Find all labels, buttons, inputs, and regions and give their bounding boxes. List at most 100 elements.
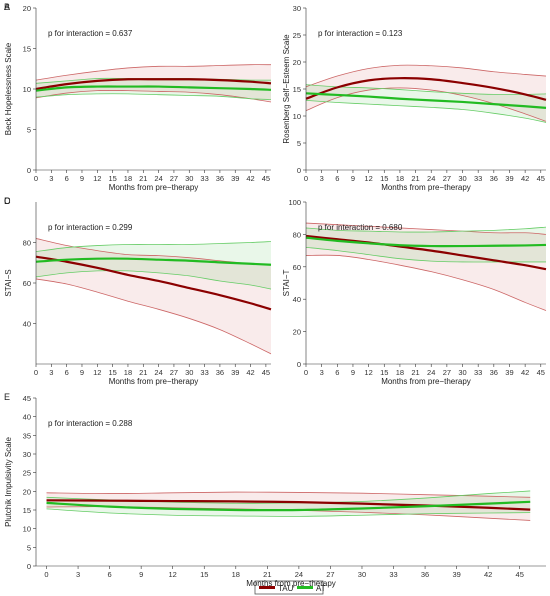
x-tick-label: 33	[389, 570, 397, 579]
x-tick-label: 18	[232, 570, 240, 579]
y-tick-label: 20	[293, 328, 301, 337]
legend: TAU AT	[254, 580, 326, 595]
ci-upper-tau	[305, 64, 547, 88]
x-tick-label: 39	[505, 174, 513, 183]
ci-band-at	[306, 227, 546, 262]
x-tick-label: 15	[108, 174, 116, 183]
y-tick-label: 35	[23, 431, 31, 440]
x-tick-label: 24	[295, 570, 303, 579]
p-interaction-label: p for interaction = 0.299	[48, 223, 133, 232]
x-tick-label: 24	[154, 174, 162, 183]
x-tick-label: 18	[396, 174, 404, 183]
x-tick-label: 39	[505, 368, 513, 377]
panel-letter: B	[4, 2, 10, 12]
x-tick-label: 27	[443, 368, 451, 377]
legend-box	[254, 580, 324, 595]
y-tick-label: 60	[293, 263, 301, 272]
x-tick-label: 36	[490, 368, 498, 377]
y-tick-label: 15	[23, 45, 31, 54]
y-axis-title: Beck Hopelessness Scale	[4, 42, 13, 135]
x-tick-label: 36	[421, 570, 429, 579]
y-tick-label: 20	[23, 4, 31, 13]
x-tick-label: 33	[200, 368, 208, 377]
series-line-tau	[35, 255, 272, 311]
x-tick-label: 9	[139, 570, 143, 579]
ci-lower-tau	[305, 254, 547, 311]
y-tick-label: 5	[27, 126, 31, 135]
y-tick-label: 0	[297, 166, 301, 175]
y-tick-label: 25	[23, 469, 31, 478]
x-tick-label: 0	[34, 174, 38, 183]
legend-at-label: AT	[316, 584, 326, 593]
ci-lower-at	[35, 93, 272, 100]
p-interaction-label: p for interaction = 0.680	[318, 223, 403, 232]
x-tick-label: 21	[263, 570, 271, 579]
x-tick-label: 12	[93, 368, 101, 377]
x-tick-label: 21	[139, 368, 147, 377]
series-line-at	[305, 236, 547, 248]
x-tick-label: 6	[108, 570, 112, 579]
series-line-tau	[305, 234, 547, 271]
x-tick-label: 42	[484, 570, 492, 579]
series-line-tau	[46, 499, 531, 511]
x-axis-title: Months from pre−therapy	[381, 183, 471, 192]
x-tick-label: 30	[458, 368, 466, 377]
x-tick-label: 27	[443, 174, 451, 183]
ci-lower-tau	[35, 90, 272, 103]
y-tick-label: 40	[23, 320, 31, 329]
ci-band-at	[306, 84, 546, 123]
x-tick-label: 36	[216, 368, 224, 377]
legend-tau-label: TAU	[278, 584, 294, 593]
x-tick-label: 3	[76, 570, 80, 579]
y-tick-label: 10	[23, 525, 31, 534]
x-tick-label: 45	[537, 174, 545, 183]
ci-band-tau	[306, 65, 546, 122]
x-tick-label: 36	[490, 174, 498, 183]
x-axis-title: Months from pre−therapy	[246, 579, 336, 588]
y-tick-label: 15	[23, 506, 31, 515]
y-tick-label: 80	[23, 239, 31, 248]
ci-lower-at	[305, 99, 547, 123]
y-axis-title: Plutchik Impulsivity Scale	[4, 437, 13, 527]
x-tick-label: 39	[231, 368, 239, 377]
y-tick-label: 40	[23, 413, 31, 422]
x-tick-label: 42	[246, 174, 254, 183]
x-tick-label: 6	[65, 174, 69, 183]
y-tick-label: 0	[297, 360, 301, 369]
x-tick-label: 27	[326, 570, 334, 579]
x-tick-label: 15	[380, 368, 388, 377]
p-interaction-label: p for interaction = 0.123	[318, 29, 403, 38]
x-tick-label: 36	[216, 174, 224, 183]
y-tick-label: 10	[293, 112, 301, 121]
x-tick-label: 45	[537, 368, 545, 377]
ci-upper-tau	[46, 491, 531, 498]
x-tick-label: 9	[80, 368, 84, 377]
ci-lower-at	[35, 270, 272, 290]
ci-band-at	[46, 490, 531, 517]
x-tick-label: 21	[139, 174, 147, 183]
y-tick-label: 30	[293, 4, 301, 13]
x-tick-label: 39	[231, 174, 239, 183]
x-axis-title: Months from pre−therapy	[381, 377, 471, 386]
x-tick-label: 0	[304, 368, 308, 377]
x-tick-label: 6	[65, 368, 69, 377]
series-line-tau	[305, 77, 547, 101]
x-tick-label: 12	[93, 174, 101, 183]
ci-lower-at	[46, 508, 531, 517]
ci-upper-at	[305, 226, 547, 233]
ci-band-at	[36, 241, 271, 290]
x-tick-label: 42	[521, 174, 529, 183]
y-tick-label: 20	[293, 58, 301, 67]
x-tick-label: 24	[154, 368, 162, 377]
x-tick-label: 33	[200, 174, 208, 183]
x-tick-label: 24	[427, 368, 435, 377]
x-tick-label: 30	[185, 174, 193, 183]
x-tick-label: 33	[474, 174, 482, 183]
x-tick-label: 3	[49, 368, 53, 377]
x-tick-label: 33	[474, 368, 482, 377]
x-tick-label: 21	[411, 174, 419, 183]
